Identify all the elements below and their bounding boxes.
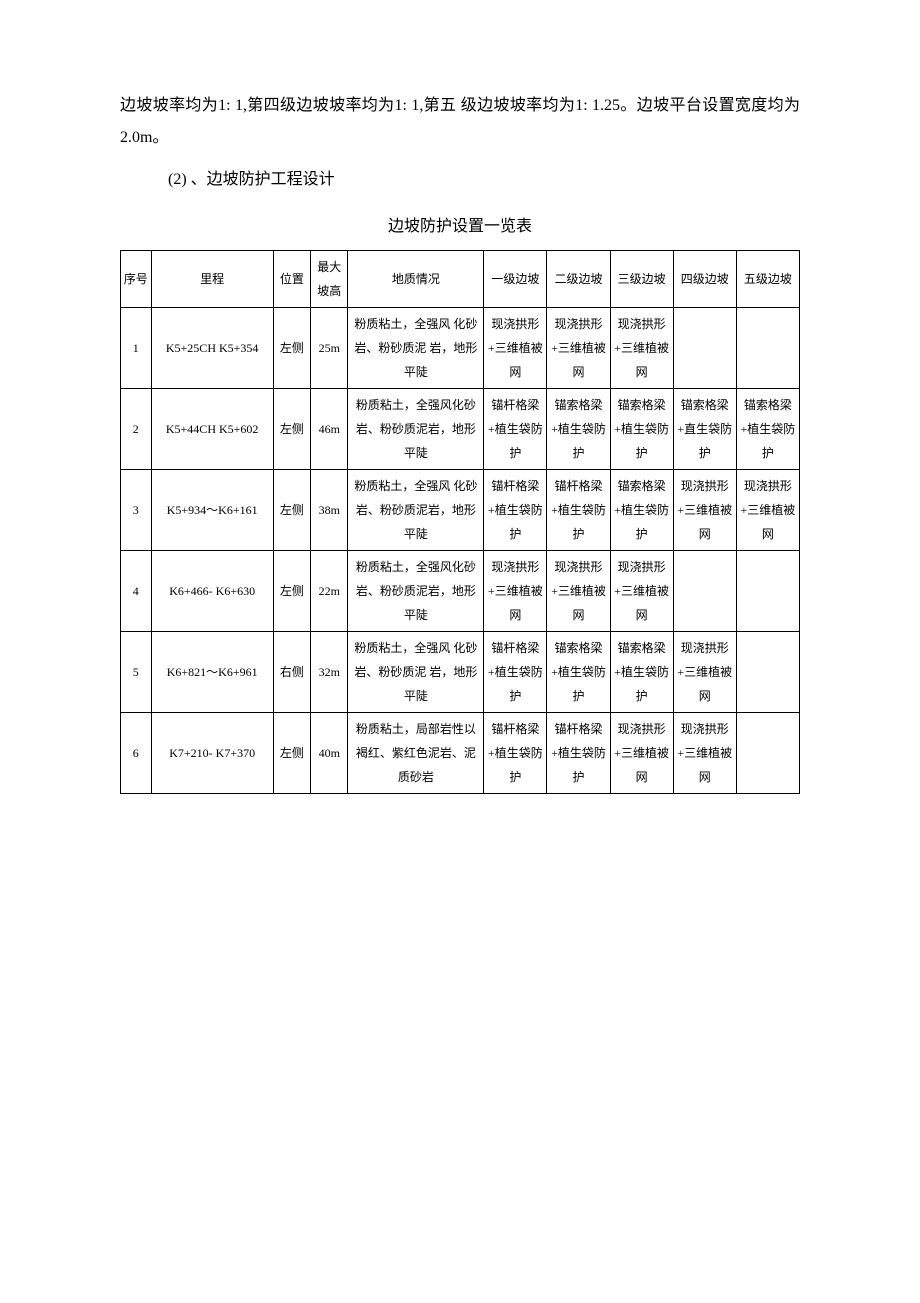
cell-maxheight: 40m: [311, 713, 348, 794]
cell-level3: 现浇拱形+三维植被网: [610, 308, 673, 389]
cell-level2: 现浇拱形+三维植被网: [547, 308, 610, 389]
cell-level3: 锚索格梁+植生袋防护: [610, 632, 673, 713]
cell-level1: 锚杆格梁+植生袋防护: [484, 470, 547, 551]
cell-mileage: K7+210- K7+370: [151, 713, 273, 794]
header-level5: 五级边坡: [736, 251, 799, 308]
cell-seq: 1: [121, 308, 152, 389]
cell-maxheight: 38m: [311, 470, 348, 551]
cell-level3: 锚索格梁+植生袋防护: [610, 470, 673, 551]
table-row: 6K7+210- K7+370左侧40m粉质粘土，局部岩性以褐红、紫红色泥岩、泥…: [121, 713, 800, 794]
cell-level4: [673, 308, 736, 389]
table-header: 序号 里程 位置 最大坡高 地质情况 一级边坡 二级边坡 三级边坡 四级边坡 五…: [121, 251, 800, 308]
cell-level5: 现浇拱形+三维植被网: [736, 470, 799, 551]
table-row: 4K6+466- K6+630左侧22m粉质粘土，全强风化砂岩、粉砂质泥岩，地形…: [121, 551, 800, 632]
cell-mileage: K6+821～K6+961: [151, 632, 273, 713]
cell-level4: 锚索格梁+直生袋防护: [673, 389, 736, 470]
cell-maxheight: 25m: [311, 308, 348, 389]
cell-position: 左侧: [273, 389, 310, 470]
table-row: 2K5+44CH K5+602左侧46m粉质粘土，全强风化砂岩、粉砂质泥岩，地形…: [121, 389, 800, 470]
cell-position: 左侧: [273, 308, 310, 389]
cell-seq: 4: [121, 551, 152, 632]
cell-level5: [736, 308, 799, 389]
cell-mileage: K5+44CH K5+602: [151, 389, 273, 470]
cell-level2: 锚杆格梁+植生袋防护: [547, 713, 610, 794]
cell-level3: 现浇拱形+三维植被网: [610, 551, 673, 632]
cell-level4: 现浇拱形+三维植被网: [673, 470, 736, 551]
header-level4: 四级边坡: [673, 251, 736, 308]
cell-seq: 2: [121, 389, 152, 470]
header-seq: 序号: [121, 251, 152, 308]
cell-level4: 现浇拱形+三维植被网: [673, 632, 736, 713]
cell-geology: 粉质粘土，局部岩性以褐红、紫红色泥岩、泥质砂岩: [348, 713, 484, 794]
cell-level1: 锚杆格梁+植生袋防护: [484, 713, 547, 794]
subsection-heading: (2) 、边坡防护工程设计: [120, 164, 800, 196]
cell-maxheight: 46m: [311, 389, 348, 470]
cell-geology: 粉质粘土，全强风 化砂岩、粉砂质泥 岩，地形平陡: [348, 632, 484, 713]
header-level1: 一级边坡: [484, 251, 547, 308]
cell-position: 右侧: [273, 632, 310, 713]
cell-geology: 粉质粘土，全强风 化砂岩、粉砂质泥岩，地形平陡: [348, 470, 484, 551]
table-row: 3K5+934～K6+161左侧38m粉质粘土，全强风 化砂岩、粉砂质泥岩，地形…: [121, 470, 800, 551]
cell-seq: 3: [121, 470, 152, 551]
cell-level1: 现浇拱形+三维植被网: [484, 551, 547, 632]
cell-geology: 粉质粘土，全强风化砂岩、粉砂质泥岩，地形平陡: [348, 389, 484, 470]
cell-position: 左侧: [273, 551, 310, 632]
cell-level2: 锚索格梁+植生袋防护: [547, 632, 610, 713]
cell-level5: [736, 551, 799, 632]
cell-level1: 锚杆格梁+植生袋防护: [484, 632, 547, 713]
header-position: 位置: [273, 251, 310, 308]
cell-geology: 粉质粘土，全强风 化砂岩、粉砂质泥 岩，地形平陡: [348, 308, 484, 389]
header-mileage: 里程: [151, 251, 273, 308]
cell-level2: 锚杆格梁+植生袋防护: [547, 470, 610, 551]
table-body: 1K5+25CH K5+354左侧25m粉质粘土，全强风 化砂岩、粉砂质泥 岩，…: [121, 308, 800, 794]
header-geology: 地质情况: [348, 251, 484, 308]
cell-mileage: K6+466- K6+630: [151, 551, 273, 632]
cell-level5: [736, 632, 799, 713]
cell-position: 左侧: [273, 713, 310, 794]
cell-seq: 5: [121, 632, 152, 713]
slope-protection-table: 序号 里程 位置 最大坡高 地质情况 一级边坡 二级边坡 三级边坡 四级边坡 五…: [120, 250, 800, 794]
cell-level3: 锚索格梁+植生袋防护: [610, 389, 673, 470]
cell-level1: 现浇拱形+三维植被网: [484, 308, 547, 389]
header-maxheight: 最大坡高: [311, 251, 348, 308]
cell-mileage: K5+25CH K5+354: [151, 308, 273, 389]
cell-level1: 锚杆格梁+植生袋防护: [484, 389, 547, 470]
table-row: 5K6+821～K6+961右侧32m粉质粘土，全强风 化砂岩、粉砂质泥 岩，地…: [121, 632, 800, 713]
header-level2: 二级边坡: [547, 251, 610, 308]
cell-level2: 现浇拱形+三维植被网: [547, 551, 610, 632]
cell-level5: 锚索格梁+植生袋防护: [736, 389, 799, 470]
cell-geology: 粉质粘土，全强风化砂岩、粉砂质泥岩，地形平陡: [348, 551, 484, 632]
cell-maxheight: 32m: [311, 632, 348, 713]
table-row: 1K5+25CH K5+354左侧25m粉质粘土，全强风 化砂岩、粉砂质泥 岩，…: [121, 308, 800, 389]
cell-maxheight: 22m: [311, 551, 348, 632]
cell-seq: 6: [121, 713, 152, 794]
cell-level5: [736, 713, 799, 794]
paragraph-text: 边坡坡率均为1: 1,第四级边坡坡率均为1: 1,第五 级边坡坡率均为1: 1.…: [120, 90, 800, 154]
table-title: 边坡防护设置一览表: [120, 212, 800, 236]
cell-level4: [673, 551, 736, 632]
cell-level2: 锚索格梁+植生袋防护: [547, 389, 610, 470]
cell-mileage: K5+934～K6+161: [151, 470, 273, 551]
header-level3: 三级边坡: [610, 251, 673, 308]
cell-level3: 现浇拱形+三维植被网: [610, 713, 673, 794]
cell-level4: 现浇拱形+三维植被网: [673, 713, 736, 794]
cell-position: 左侧: [273, 470, 310, 551]
